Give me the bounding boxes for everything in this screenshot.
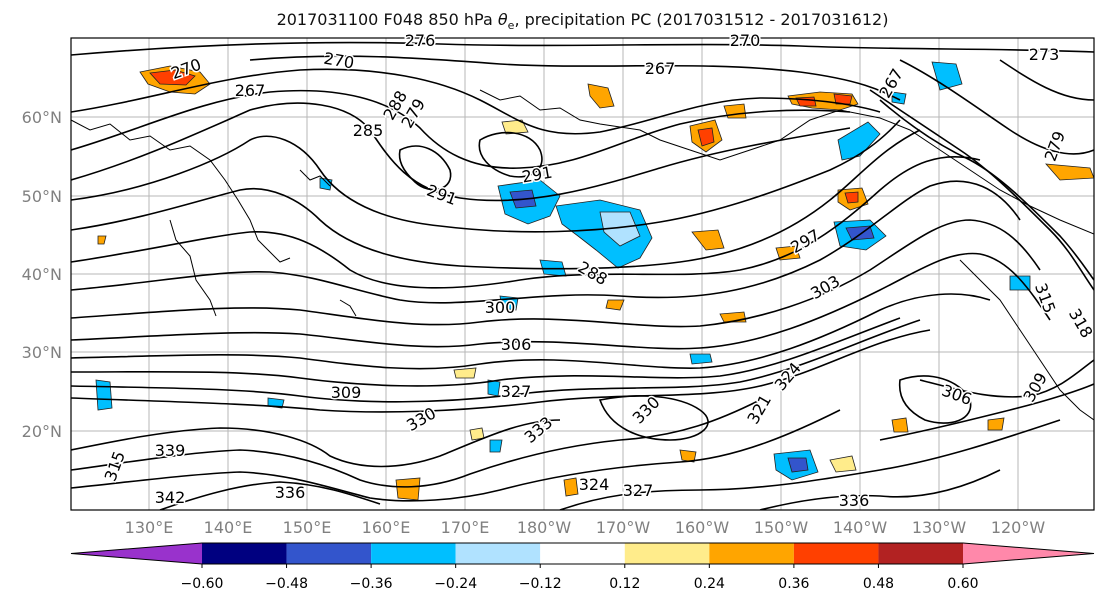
contour-label: 327 [623,481,654,500]
colorbar-tick-label: 0.60 [947,576,978,592]
longitude-label: 150°W [754,518,809,537]
longitude-labels: 130°E 140°E 150°E 160°E 170°E 180°W 170°W 160°W… [125,518,1046,537]
figure-title: 2017031100 F048 850 hPa θe, precipitatio… [276,10,889,33]
colorbar-segment [371,543,456,564]
colorbar-segment-max [963,543,1094,564]
colorbar-tick-label: −0.48 [265,576,308,592]
longitude-label: 180°W [517,518,572,537]
colorbar-tick-label: 0.48 [863,576,894,592]
colorbar-segment [540,543,625,564]
latitude-label: 30°N [22,343,62,362]
colorbar-tick-label: 0.24 [694,576,725,592]
latitude-label: 40°N [22,265,62,284]
contour-label: 324 [579,475,610,494]
contour-labels: 2702672702762672702792882912912852972883… [99,30,1098,512]
colorbar [70,542,1095,565]
longitude-label: 150°E [283,518,332,537]
longitude-label: 170°W [596,518,651,537]
colorbar-tick-label: −0.12 [519,576,562,592]
contour-label: 276 [405,31,436,50]
contour-label: 327 [501,382,532,401]
contour-label: 336 [275,483,306,502]
colorbar-tick-label: −0.60 [181,576,224,592]
contour-label: 267 [645,59,676,78]
colorbar-tick-label: 0.12 [609,576,640,592]
contour-label: 270 [730,31,761,50]
coastlines [71,89,1094,421]
colorbar-segment [793,543,879,564]
map-frame [70,37,1095,511]
map-content [71,38,1094,510]
theta-e-contours [71,41,1094,510]
contour-label: 285 [353,121,384,140]
colorbar-segment [202,543,287,564]
colorbar-tick-labels: −0.60 −0.48 −0.36 −0.24 −0.12 0.12 0.24 0.36 0.4… [181,564,979,592]
longitude-label: 120°W [991,518,1046,537]
contour-label: 267 [235,81,266,100]
longitude-label: 170°E [441,518,490,537]
latitude-label: 50°N [22,187,62,206]
longitude-label: 130°W [912,518,967,537]
contour-label: 336 [839,491,870,510]
contour-label: 342 [155,488,186,507]
colorbar-segment [709,543,794,564]
colorbar-segment [624,543,710,564]
colorbar-segment-min [71,543,202,564]
contour-label: 309 [331,383,362,402]
colorbar-tick-label: −0.24 [434,576,477,592]
contour-label: 300 [485,298,516,317]
precip-negative-shading [95,61,1031,481]
contour-label: 306 [501,335,532,354]
precip-positive-shading [97,65,1094,501]
colorbar-tick-label: −0.36 [350,576,393,592]
contour-label: 339 [155,441,186,460]
colorbar-segment [455,543,541,564]
latitude-label: 60°N [22,108,62,127]
contour-label: 273 [1029,45,1060,64]
latitude-labels: 60°N 50°N 40°N 30°N 20°N [22,108,62,441]
colorbar-segment [878,543,963,564]
colorbar-tick-label: 0.36 [778,576,809,592]
longitude-label: 130°E [125,518,174,537]
longitude-label: 160°W [675,518,730,537]
latitude-label: 20°N [22,422,62,441]
longitude-label: 140°E [204,518,253,537]
colorbar-segment [286,543,372,564]
longitude-label: 140°W [833,518,888,537]
longitude-label: 160°E [362,518,411,537]
